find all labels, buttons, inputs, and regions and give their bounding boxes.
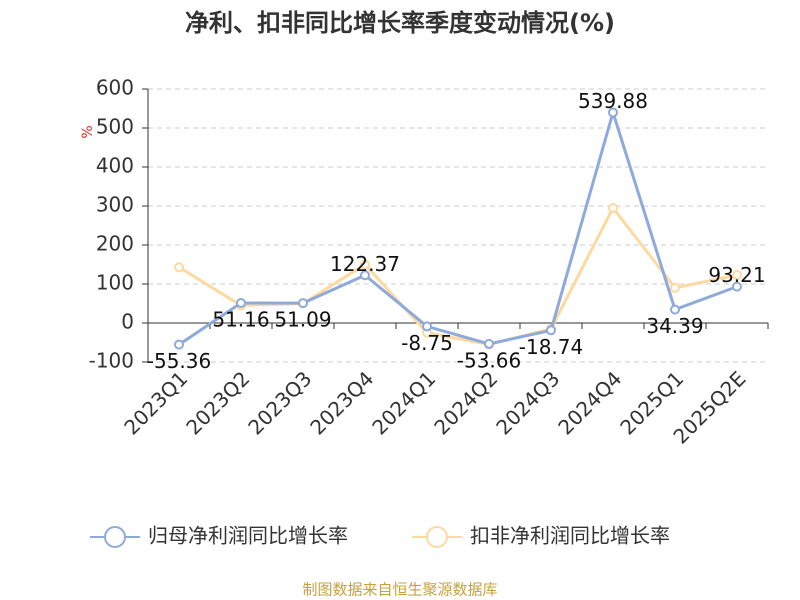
data-point [546, 325, 556, 336]
data-point [236, 298, 246, 309]
x-tick-label: 2024Q4 [553, 366, 626, 439]
y-tick-label: 100 [96, 271, 134, 295]
data-label: -18.74 [519, 335, 583, 359]
chart-title: 净利、扣非同比增长率季度变动情况(%) [185, 9, 615, 37]
data-point [670, 304, 680, 315]
y-tick-label: 400 [96, 154, 134, 178]
data-label: -8.75 [401, 331, 453, 355]
x-tick-label: 2024Q1 [367, 366, 440, 439]
legend-marker [426, 526, 448, 548]
y-tick-label: 500 [96, 115, 134, 139]
data-label: 93.21 [708, 263, 765, 287]
data-label: 51.16 [212, 308, 269, 332]
data-point [732, 281, 742, 292]
data-label: 51.09 [274, 308, 331, 332]
y-axis-label: % [80, 125, 96, 138]
x-tick-label: 2023Q1 [119, 366, 192, 439]
y-tick-label: 0 [121, 310, 134, 334]
data-label: -53.66 [457, 348, 521, 372]
x-tick-label: 2023Q4 [305, 366, 378, 439]
data-point [360, 270, 370, 281]
data-point [174, 339, 184, 350]
y-tick-label: 200 [96, 232, 134, 256]
data-label: -55.36 [147, 349, 211, 373]
data-point [360, 259, 370, 270]
x-tick-label: 2023Q2 [181, 366, 254, 439]
data-point [298, 298, 308, 309]
legend-label: 扣非净利润同比增长率 [470, 524, 670, 548]
data-label: 34.39 [646, 314, 703, 338]
data-point [608, 202, 618, 213]
x-tick-label: 2023Q3 [243, 366, 316, 439]
data-point [174, 262, 184, 273]
y-tick-label: 300 [96, 193, 134, 217]
data-point [484, 338, 494, 349]
data-point [732, 270, 742, 281]
data-point [608, 107, 618, 118]
data-point [670, 282, 680, 293]
y-tick-label: -100 [89, 349, 134, 373]
legend-label: 归母净利润同比增长率 [148, 524, 348, 548]
x-tick-label: 2024Q2 [429, 366, 502, 439]
data-point [422, 321, 432, 332]
source-note: 制图数据来自恒生聚源数据库 [302, 581, 497, 599]
data-label: 122.37 [330, 252, 400, 276]
x-tick-label: 2024Q3 [491, 366, 564, 439]
legend-marker [104, 526, 126, 548]
data-label: 539.88 [578, 89, 648, 113]
y-tick-label: 600 [96, 76, 134, 100]
series-line [178, 107, 738, 346]
